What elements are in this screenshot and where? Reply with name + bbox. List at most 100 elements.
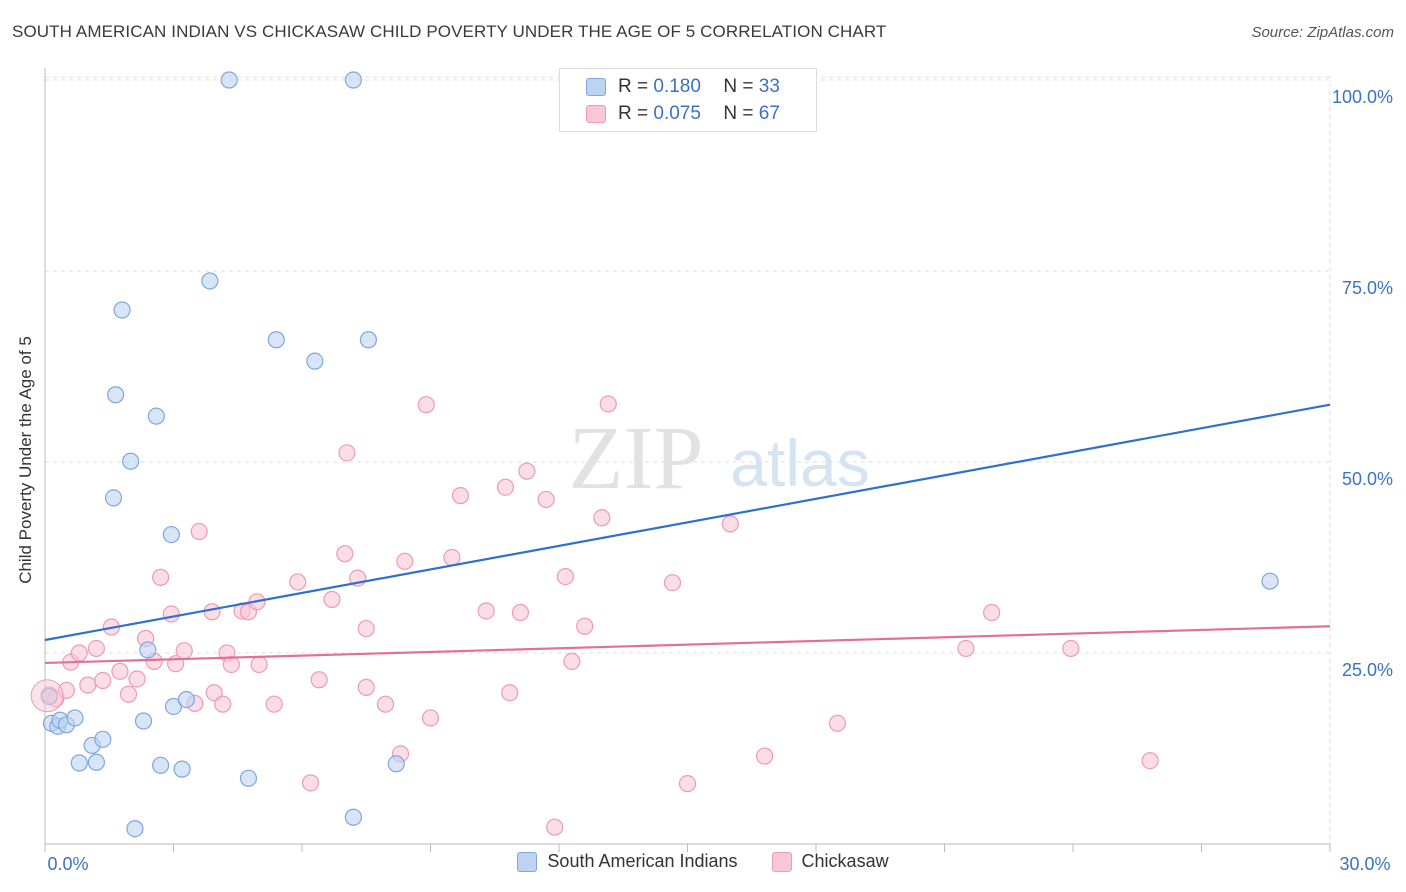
- chart-source: Source: ZipAtlas.com: [1251, 24, 1394, 41]
- south-american-indian-point: [239, 769, 258, 787]
- south-american-indian-point: [344, 808, 362, 826]
- south-american-indian-trend-line: [44, 403, 1331, 642]
- chickasaw-point: [563, 652, 581, 671]
- chickasaw-point: [111, 662, 129, 680]
- chickasaw-point: [357, 678, 375, 696]
- chickasaw-point: [357, 619, 375, 638]
- chickasaw-trend-line: [44, 625, 1331, 665]
- south-american-indian-point: [147, 407, 165, 425]
- chickasaw-point: [957, 639, 975, 658]
- chickasaw-point: [593, 509, 611, 527]
- legend-swatch-blue: [586, 78, 606, 96]
- chickasaw-point: [511, 603, 530, 622]
- axes: [44, 68, 1331, 852]
- x-tick-label: 0.0%: [47, 854, 88, 874]
- south-american-indian-point: [177, 691, 195, 709]
- y-axis-label: Child Poverty Under the Age of 5: [16, 336, 35, 584]
- south-american-indian-point: [267, 331, 285, 349]
- x-tick-labels: 0.0% 30.0%: [47, 854, 1390, 874]
- south-american-indian-point: [162, 525, 180, 544]
- south-american-indian-point: [66, 709, 84, 727]
- chickasaw-point: [755, 747, 774, 765]
- chickasaw-point: [1141, 752, 1159, 770]
- chickasaw-point: [576, 617, 594, 635]
- chickasaw-point: [250, 655, 268, 674]
- series-swatch-pink: [771, 851, 792, 872]
- south-american-indian-point: [122, 452, 140, 470]
- chickasaw-point: [94, 671, 112, 690]
- legend-row-chickasaw: R = 0.075 N = 67: [586, 102, 780, 126]
- chickasaw-point: [128, 670, 146, 688]
- chickasaw-point: [265, 695, 283, 713]
- chickasaw-point: [289, 573, 307, 591]
- chickasaw-point: [1062, 639, 1080, 658]
- chickasaw-point: [203, 603, 221, 621]
- south-american-indian-point: [220, 71, 238, 89]
- y-tick-labels: 25.0% 50.0% 75.0% 100.0%: [1332, 87, 1393, 680]
- south-american-indian-point: [201, 272, 219, 290]
- chickasaw-point: [496, 478, 515, 496]
- chickasaw-point: [546, 818, 564, 836]
- legend-n-label: N =: [723, 103, 754, 124]
- chickasaw-point: [70, 644, 88, 662]
- chickasaw-point: [301, 774, 320, 792]
- chickasaw-point: [556, 567, 575, 586]
- south-american-indian-point: [87, 753, 106, 771]
- legend-r-label: R =: [618, 103, 649, 124]
- chickasaw-point: [190, 522, 208, 541]
- chickasaw-point: [678, 775, 697, 793]
- south-american-indian-point: [94, 730, 112, 748]
- y-tick-label: 50.0%: [1342, 469, 1393, 489]
- chickasaw-point: [323, 590, 341, 609]
- south-american-indian-point: [359, 331, 377, 349]
- chickasaw-point: [451, 487, 470, 505]
- chickasaw-point: [599, 395, 617, 413]
- chickasaw-point: [376, 695, 395, 713]
- chickasaw-point: [501, 684, 519, 702]
- south-american-indian-point: [1261, 572, 1279, 590]
- series-legend: South American Indians Chickasaw: [0, 851, 1406, 872]
- south-american-indian-point: [152, 756, 170, 774]
- chickasaw-point: [310, 671, 328, 689]
- series-swatch-blue: [517, 851, 538, 872]
- south-american-indian-point: [306, 352, 324, 370]
- legend-n-value: 33: [758, 76, 780, 97]
- chickasaw-point: [396, 552, 414, 570]
- chickasaw-point: [537, 490, 555, 509]
- legend-r-value: 0.180: [653, 76, 701, 97]
- south-american-indian-point: [126, 820, 144, 838]
- chickasaw-point: [983, 603, 1001, 622]
- chickasaw-point: [721, 515, 739, 533]
- correlation-legend: R = 0.180 N = 33 R = 0.075 N = 67: [559, 68, 817, 132]
- south-american-indian-point: [344, 71, 362, 89]
- x-tick-label: 30.0%: [1339, 854, 1390, 874]
- data-points: [30, 71, 1279, 838]
- south-american-indian-point: [139, 641, 157, 659]
- watermark-atlas: atlas: [730, 426, 869, 500]
- south-american-indian-point: [134, 712, 153, 730]
- south-american-indian-point: [113, 301, 131, 319]
- chickasaw-point: [214, 695, 232, 713]
- chickasaw-point: [663, 574, 682, 592]
- legend-r-label: R =: [618, 76, 649, 97]
- chickasaw-point: [222, 655, 240, 674]
- chickasaw-point: [477, 602, 495, 620]
- y-tick-label: 100.0%: [1332, 87, 1393, 107]
- south-american-indian-point: [70, 754, 88, 772]
- chickasaw-point: [175, 642, 193, 660]
- chickasaw-point: [162, 605, 180, 623]
- chickasaw-cluster-point: [30, 679, 64, 713]
- y-tick-label: 25.0%: [1342, 660, 1393, 680]
- chickasaw-point: [417, 396, 435, 414]
- chickasaw-point: [205, 684, 223, 702]
- chickasaw-point: [79, 676, 97, 694]
- legend-r-value: 0.075: [653, 103, 701, 124]
- chickasaw-point: [518, 462, 536, 480]
- chickasaw-point: [443, 548, 461, 567]
- legend-swatch-pink: [586, 105, 606, 123]
- chickasaw-point: [87, 639, 106, 658]
- watermark-zip: ZIP: [569, 409, 704, 508]
- y-tick-label: 75.0%: [1342, 278, 1393, 298]
- series-legend-item-south-american-indians: South American Indians: [517, 851, 738, 872]
